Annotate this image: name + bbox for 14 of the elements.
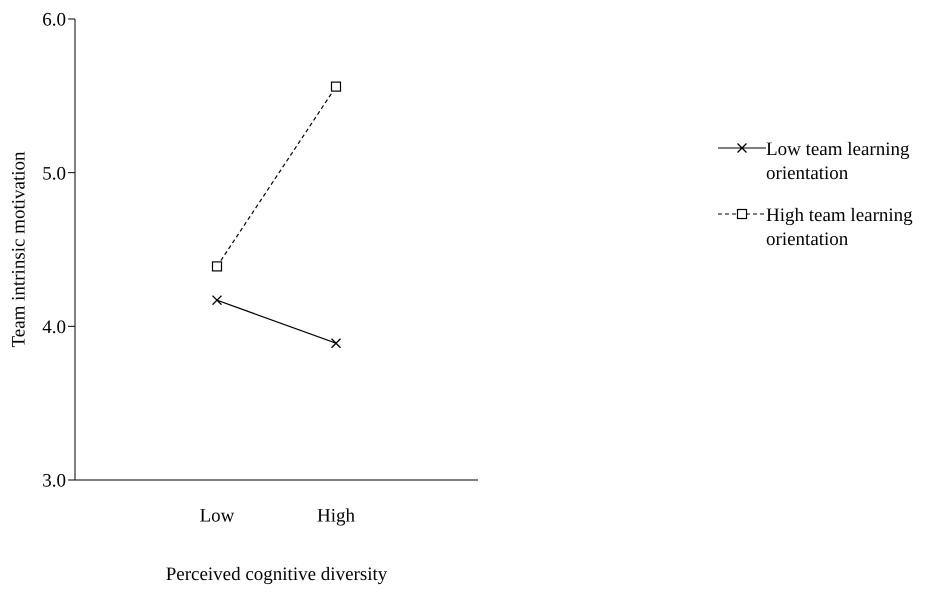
- point: [212, 295, 222, 306]
- point: [330, 338, 342, 348]
- x-tick-label: High: [317, 505, 356, 526]
- x-axis-title: Perceived cognitive diversity: [166, 564, 388, 585]
- legend-label: High team learning orientation: [766, 204, 914, 252]
- x-tick-label: Low: [200, 505, 235, 526]
- y-tick-label: 6.0: [42, 10, 66, 31]
- y-axis-title: Team intrinsic motivation: [8, 150, 30, 348]
- point: [330, 82, 342, 92]
- y-tick-label: 5.0: [42, 163, 66, 184]
- point: [212, 261, 222, 272]
- y-tick-label: 3.0: [42, 470, 66, 492]
- legend-label: Low team learning orientation: [766, 138, 911, 186]
- y-tick-label: 4.0: [42, 317, 66, 338]
